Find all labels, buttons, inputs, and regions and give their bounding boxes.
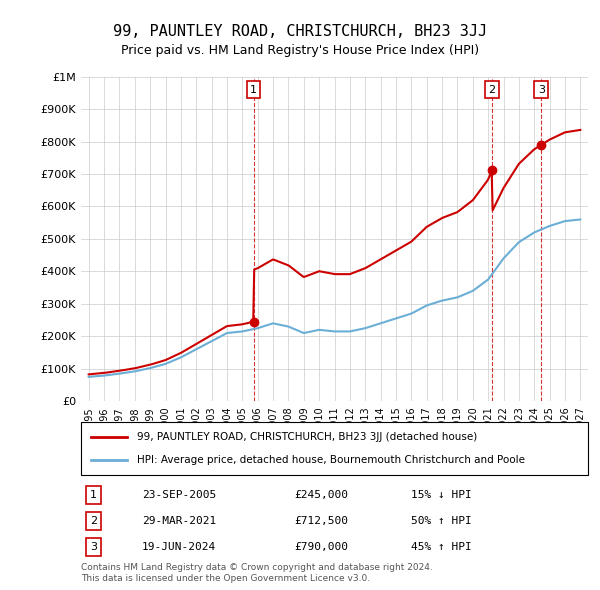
FancyBboxPatch shape [81,422,588,475]
Text: Price paid vs. HM Land Registry's House Price Index (HPI): Price paid vs. HM Land Registry's House … [121,44,479,57]
Text: 99, PAUNTLEY ROAD, CHRISTCHURCH, BH23 3JJ (detached house): 99, PAUNTLEY ROAD, CHRISTCHURCH, BH23 3J… [137,432,477,442]
Text: £790,000: £790,000 [294,542,348,552]
Text: 1: 1 [90,490,97,500]
Text: HPI: Average price, detached house, Bournemouth Christchurch and Poole: HPI: Average price, detached house, Bour… [137,455,525,465]
Text: £712,500: £712,500 [294,516,348,526]
Text: 15% ↓ HPI: 15% ↓ HPI [410,490,472,500]
Text: £245,000: £245,000 [294,490,348,500]
Text: 23-SEP-2005: 23-SEP-2005 [142,490,216,500]
Text: 1: 1 [250,85,257,94]
Text: Contains HM Land Registry data © Crown copyright and database right 2024.
This d: Contains HM Land Registry data © Crown c… [81,563,433,583]
Text: 3: 3 [90,542,97,552]
Text: 19-JUN-2024: 19-JUN-2024 [142,542,216,552]
Text: 45% ↑ HPI: 45% ↑ HPI [410,542,472,552]
Text: 50% ↑ HPI: 50% ↑ HPI [410,516,472,526]
Text: 3: 3 [538,85,545,94]
Text: 29-MAR-2021: 29-MAR-2021 [142,516,216,526]
Text: 99, PAUNTLEY ROAD, CHRISTCHURCH, BH23 3JJ: 99, PAUNTLEY ROAD, CHRISTCHURCH, BH23 3J… [113,24,487,38]
Text: 2: 2 [488,85,496,94]
Text: 2: 2 [90,516,97,526]
